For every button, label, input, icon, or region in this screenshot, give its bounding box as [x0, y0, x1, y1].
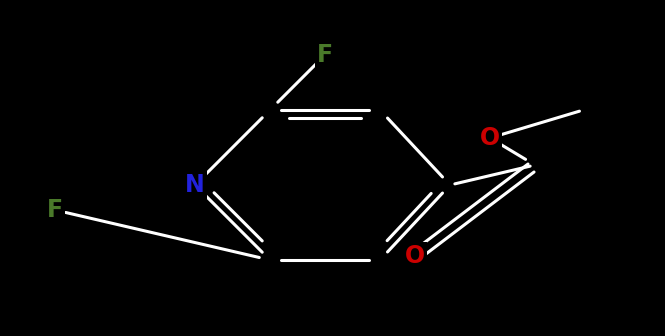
Text: O: O	[480, 126, 500, 150]
Text: O: O	[405, 244, 425, 268]
Text: N: N	[185, 173, 205, 197]
Text: F: F	[317, 43, 333, 67]
Text: F: F	[47, 198, 63, 222]
